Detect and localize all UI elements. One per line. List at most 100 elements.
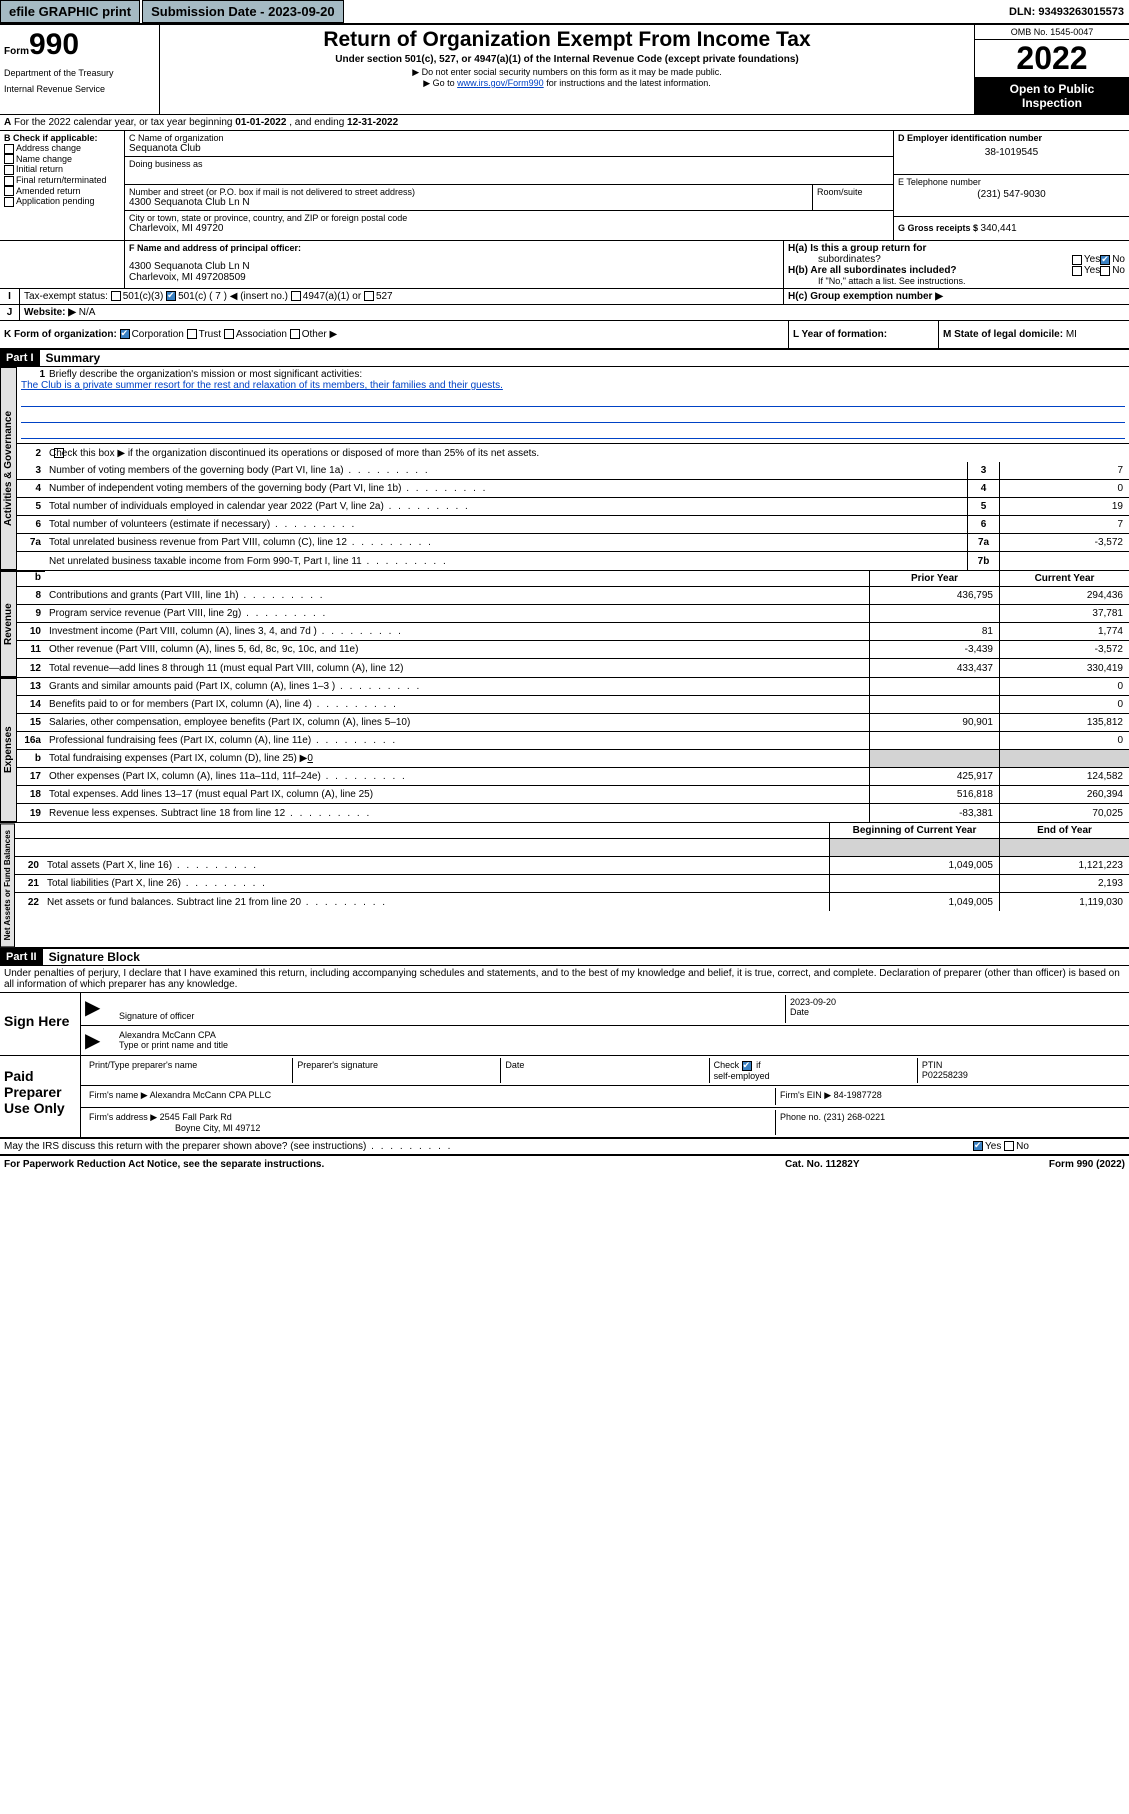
paid-preparer-label: Paid Preparer Use Only bbox=[0, 1056, 80, 1137]
line3-value: 7 bbox=[999, 462, 1129, 479]
end-year-header: End of Year bbox=[999, 823, 1129, 838]
line15-prior: 90,901 bbox=[869, 714, 999, 731]
tab-governance: Activities & Governance bbox=[0, 367, 17, 570]
website-value: N/A bbox=[79, 307, 96, 318]
dba-label: Doing business as bbox=[129, 159, 889, 169]
line7a-value: -3,572 bbox=[999, 534, 1129, 551]
paid-preparer-block: Paid Preparer Use Only Print/Type prepar… bbox=[0, 1056, 1129, 1139]
sign-arrow-icon: ▶ bbox=[85, 1028, 115, 1053]
line19-current: 70,025 bbox=[999, 804, 1129, 822]
ein-value: 38-1019545 bbox=[898, 147, 1125, 158]
chk-discontinued[interactable] bbox=[54, 448, 64, 458]
line18-text: Total expenses. Add lines 13–17 (must eq… bbox=[45, 787, 869, 802]
state-domicile-value: MI bbox=[1066, 329, 1077, 340]
tax-year: 2022 bbox=[975, 40, 1129, 78]
part1-label: Summary bbox=[40, 351, 101, 365]
chk-initial-return[interactable]: Initial return bbox=[4, 164, 120, 175]
h-b-no[interactable] bbox=[1100, 266, 1110, 276]
chk-association[interactable] bbox=[224, 329, 234, 339]
chk-self-employed[interactable] bbox=[742, 1061, 752, 1071]
line7b-text: Net unrelated business taxable income fr… bbox=[45, 554, 967, 569]
ptin-value: P02258239 bbox=[922, 1070, 968, 1080]
efile-print-button[interactable]: efile GRAPHIC print bbox=[0, 0, 140, 23]
chk-527[interactable] bbox=[364, 291, 374, 301]
part1-header: Part I bbox=[0, 350, 40, 366]
subtitle-1: Under section 501(c), 527, or 4947(a)(1)… bbox=[163, 54, 971, 65]
line18-current: 260,394 bbox=[999, 786, 1129, 803]
website-label: Website: ▶ bbox=[24, 307, 76, 318]
line6-text: Total number of volunteers (estimate if … bbox=[45, 517, 967, 532]
chk-4947[interactable] bbox=[291, 291, 301, 301]
line8-prior: 436,795 bbox=[869, 587, 999, 604]
irs-label: Internal Revenue Service bbox=[4, 84, 155, 94]
part2-label: Signature Block bbox=[43, 950, 140, 964]
footer: For Paperwork Reduction Act Notice, see … bbox=[0, 1156, 1129, 1173]
tab-net-assets: Net Assets or Fund Balances bbox=[0, 823, 15, 947]
line7a-text: Total unrelated business revenue from Pa… bbox=[45, 535, 967, 550]
h-c-label: H(c) Group exemption number ▶ bbox=[784, 289, 1129, 304]
pra-notice: For Paperwork Reduction Act Notice, see … bbox=[4, 1159, 785, 1170]
ptin-label: PTIN bbox=[922, 1060, 943, 1070]
chk-name-change[interactable]: Name change bbox=[4, 154, 120, 165]
line12-prior: 433,437 bbox=[869, 659, 999, 677]
chk-trust[interactable] bbox=[187, 329, 197, 339]
line5-value: 19 bbox=[999, 498, 1129, 515]
h-a-label: H(a) Is this a group return for bbox=[788, 243, 1125, 254]
line17-current: 124,582 bbox=[999, 768, 1129, 785]
gross-receipts-label: G Gross receipts $ bbox=[898, 223, 981, 233]
line11-text: Other revenue (Part VIII, column (A), li… bbox=[45, 642, 869, 657]
officer-addr2: Charlevoix, MI 497208509 bbox=[129, 272, 779, 283]
chk-app-pending[interactable]: Application pending bbox=[4, 196, 120, 207]
room-label: Room/suite bbox=[817, 187, 889, 197]
mission-text: The Club is a private summer resort for … bbox=[21, 380, 1125, 391]
line22-text: Net assets or fund balances. Subtract li… bbox=[43, 895, 829, 910]
h-a-yes[interactable] bbox=[1072, 255, 1082, 265]
line5-text: Total number of individuals employed in … bbox=[45, 499, 967, 514]
officer-addr1: 4300 Sequanota Club Ln N bbox=[129, 261, 779, 272]
line11-prior: -3,439 bbox=[869, 641, 999, 658]
h-b-yes[interactable] bbox=[1072, 266, 1082, 276]
tax-exempt-label: Tax-exempt status: bbox=[24, 291, 108, 302]
box-d-label: D Employer identification number bbox=[898, 133, 1125, 143]
line21-begin bbox=[829, 875, 999, 892]
line9-prior bbox=[869, 605, 999, 622]
section-revenue: Revenue bPrior YearCurrent Year 8Contrib… bbox=[0, 571, 1129, 678]
chk-501c[interactable] bbox=[166, 291, 176, 301]
chk-other[interactable] bbox=[290, 329, 300, 339]
line14-prior bbox=[869, 696, 999, 713]
chk-corporation[interactable] bbox=[120, 329, 130, 339]
discuss-row: May the IRS discuss this return with the… bbox=[0, 1139, 1129, 1156]
form-footer: Form 990 (2022) bbox=[985, 1159, 1125, 1170]
preparer-date-label: Date bbox=[501, 1058, 709, 1083]
begin-year-header: Beginning of Current Year bbox=[829, 823, 999, 838]
chk-address-change[interactable]: Address change bbox=[4, 143, 120, 154]
phone-label: Phone no. bbox=[780, 1112, 821, 1122]
h-a-no[interactable] bbox=[1100, 255, 1110, 265]
line21-end: 2,193 bbox=[999, 875, 1129, 892]
row-j: J Website: ▶ N/A bbox=[0, 305, 1129, 321]
irs-link[interactable]: www.irs.gov/Form990 bbox=[457, 78, 544, 88]
identity-block: B Check if applicable: Address change Na… bbox=[0, 131, 1129, 241]
chk-501c3[interactable] bbox=[111, 291, 121, 301]
chk-amended-return[interactable]: Amended return bbox=[4, 186, 120, 197]
open-to-public: Open to PublicInspection bbox=[975, 78, 1129, 114]
chk-final-return[interactable]: Final return/terminated bbox=[4, 175, 120, 186]
chk-discuss-yes[interactable] bbox=[973, 1141, 983, 1151]
line22-begin: 1,049,005 bbox=[829, 893, 999, 911]
line16b-current bbox=[999, 750, 1129, 767]
submission-date-button[interactable]: Submission Date - 2023-09-20 bbox=[142, 0, 344, 23]
firm-addr-label: Firm's address ▶ bbox=[89, 1112, 157, 1122]
prior-year-header: Prior Year bbox=[869, 571, 999, 586]
box-b-header: B Check if applicable: bbox=[4, 133, 120, 143]
form-org-label: K Form of organization: bbox=[4, 329, 117, 340]
line8-current: 294,436 bbox=[999, 587, 1129, 604]
line4-value: 0 bbox=[999, 480, 1129, 497]
declaration-text: Under penalties of perjury, I declare th… bbox=[0, 966, 1129, 993]
line16a-current: 0 bbox=[999, 732, 1129, 749]
line14-current: 0 bbox=[999, 696, 1129, 713]
row-klm: K Form of organization: Corporation Trus… bbox=[0, 321, 1129, 349]
line6-value: 7 bbox=[999, 516, 1129, 533]
line17-text: Other expenses (Part IX, column (A), lin… bbox=[45, 769, 869, 784]
chk-discuss-no[interactable] bbox=[1004, 1141, 1014, 1151]
line14-text: Benefits paid to or for members (Part IX… bbox=[45, 697, 869, 712]
